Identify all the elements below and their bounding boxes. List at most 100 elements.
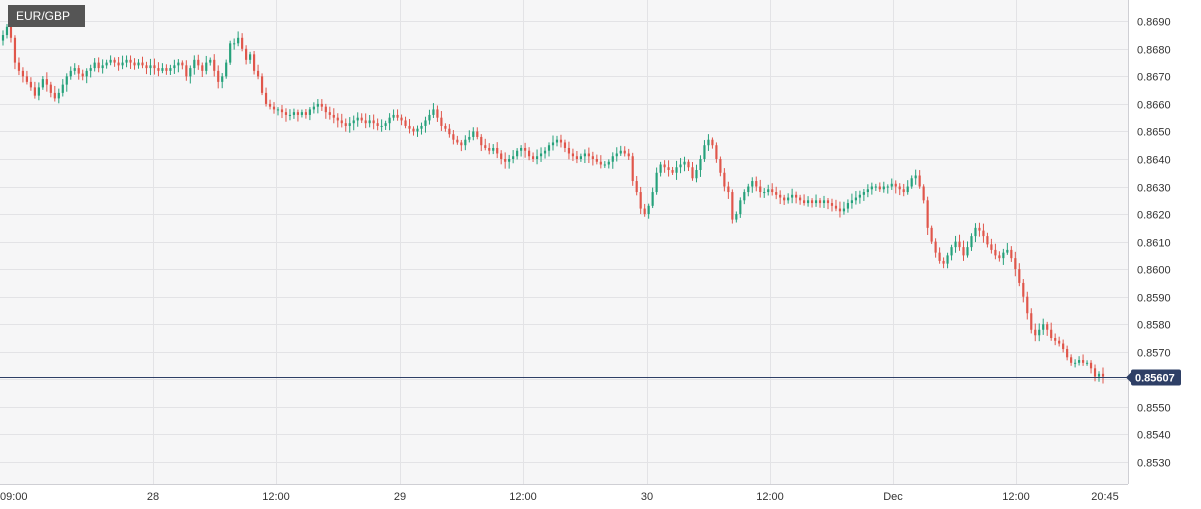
candle — [157, 62, 160, 77]
candle — [535, 149, 539, 165]
candle — [627, 148, 630, 160]
candle — [1002, 248, 1005, 265]
candle — [352, 115, 355, 131]
candle-body — [1097, 373, 1101, 377]
candle — [982, 223, 985, 243]
candle-body — [29, 81, 32, 88]
candle-body — [998, 255, 1001, 259]
candle — [488, 143, 491, 155]
candle — [456, 135, 459, 145]
candle — [663, 160, 666, 173]
candle-body — [1010, 249, 1013, 259]
candle — [1, 30, 5, 46]
candle — [1054, 333, 1057, 346]
candle — [288, 109, 292, 121]
candle-body — [802, 200, 806, 204]
candle-body — [85, 70, 88, 77]
candle-body — [775, 192, 778, 195]
candle — [854, 191, 857, 205]
candle — [61, 79, 64, 97]
candle-body — [946, 255, 949, 264]
candle — [245, 45, 248, 65]
candle-body — [986, 236, 989, 245]
candle-body — [260, 76, 264, 93]
candle-body — [500, 153, 503, 159]
candle-body — [910, 178, 913, 187]
candle-body — [1058, 340, 1061, 344]
candle — [583, 149, 586, 164]
candle — [954, 235, 957, 253]
candle-body — [480, 136, 483, 146]
candle — [683, 156, 686, 172]
candle-body — [1050, 329, 1053, 339]
candle-body — [288, 114, 292, 116]
candle — [13, 35, 17, 70]
candle — [834, 199, 838, 212]
candle — [1046, 321, 1049, 336]
candle — [141, 56, 144, 69]
candle — [962, 240, 965, 261]
candle-body — [384, 123, 387, 126]
candle-body — [492, 147, 495, 151]
candle-body — [615, 153, 618, 157]
candle — [942, 257, 945, 269]
candle — [830, 198, 834, 212]
candle — [348, 117, 351, 133]
candle-body — [791, 194, 794, 198]
candle — [1070, 354, 1073, 366]
candle — [862, 188, 865, 201]
candle-body — [659, 164, 662, 173]
candle — [731, 189, 734, 224]
candle-body — [428, 114, 431, 121]
candle-body — [667, 167, 670, 171]
candle — [344, 118, 347, 132]
candle-body — [767, 189, 770, 193]
candle — [464, 135, 467, 151]
candle — [380, 119, 383, 132]
candle-body — [954, 241, 957, 248]
candle-body — [603, 164, 606, 166]
candle — [412, 126, 415, 136]
candle — [356, 112, 359, 127]
candle-body — [137, 62, 140, 66]
x-tick-label: 20:45 — [1091, 491, 1119, 503]
candle — [946, 252, 949, 269]
candle — [109, 55, 112, 66]
candle-body — [93, 62, 96, 69]
candle-body — [252, 54, 256, 71]
candle — [1042, 318, 1045, 335]
candle — [675, 160, 678, 180]
candle-body — [89, 68, 92, 71]
candle — [392, 109, 395, 121]
candle — [842, 201, 846, 215]
candle — [440, 111, 443, 131]
candle — [695, 164, 698, 183]
candle — [300, 109, 304, 118]
candle — [37, 82, 40, 101]
symbol-badge[interactable]: EUR/GBP — [8, 5, 85, 27]
candle-body — [834, 205, 838, 209]
candle — [472, 127, 475, 141]
candle-body — [619, 150, 622, 154]
time-axis[interactable]: 09:00 28 12:00 29 12:00 30 12:00 Dec 12:00 20:45 — [0, 491, 1119, 503]
candle — [723, 168, 726, 192]
price-axis[interactable]: 0.8690 0.8680 0.8670 0.8660 0.8650 0.8640 0.86… — [1137, 17, 1171, 470]
candle-body — [268, 103, 272, 107]
candle — [209, 57, 212, 66]
candle — [145, 61, 148, 75]
candle-body — [691, 167, 694, 179]
candle — [755, 176, 758, 192]
candle — [603, 161, 606, 168]
candle — [249, 51, 252, 64]
candle-body — [555, 139, 559, 143]
candle-body — [109, 59, 112, 63]
candle — [579, 153, 582, 162]
candle — [779, 190, 782, 205]
candle-body — [141, 62, 144, 66]
candle-body — [922, 186, 925, 201]
candle — [452, 130, 455, 145]
candle-body — [344, 123, 347, 126]
candle — [1062, 339, 1065, 353]
candle-body — [400, 117, 403, 121]
